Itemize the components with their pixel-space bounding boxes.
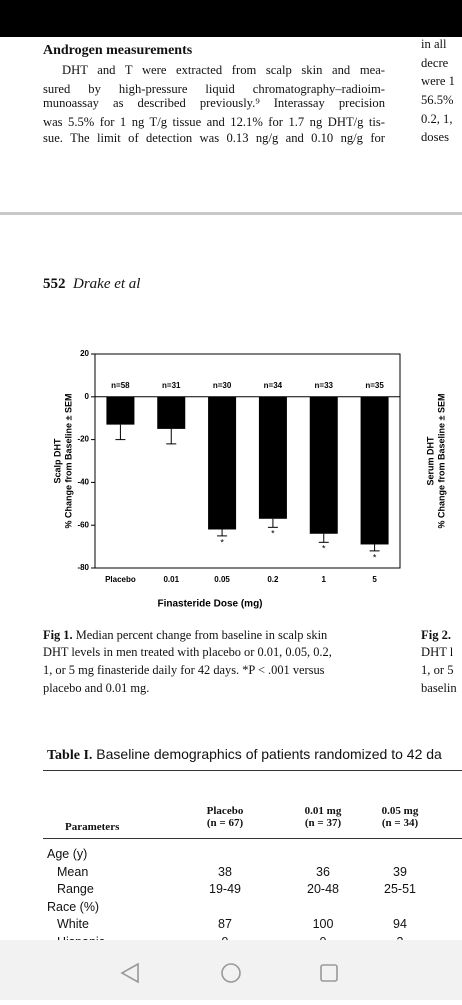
- table-cell: 39: [393, 864, 407, 879]
- caption-label: Fig 1.: [43, 628, 73, 642]
- y-axis-title: Scalp DHT: [52, 438, 62, 484]
- n-label: n=34: [264, 381, 283, 390]
- bar: [208, 396, 237, 530]
- header-line: 0.01 mg: [304, 805, 342, 817]
- next-caption: DHT l: [421, 645, 454, 659]
- running-head: Drake et al: [73, 276, 141, 292]
- header-line: (n = 37): [304, 817, 342, 829]
- paragraph-line: munoassay as described previously.⁹ Inte…: [43, 96, 385, 110]
- y-tick-label: -60: [77, 520, 89, 529]
- n-label: n=35: [365, 381, 384, 390]
- table-header: Placebo (n = 67): [195, 805, 255, 829]
- n-label: n=58: [111, 381, 130, 390]
- next-y-axis-title: % Change from Baseline ± SEM: [436, 394, 446, 529]
- table-cell: 87: [218, 917, 232, 931]
- column-fragment: 0.2, 1,: [421, 112, 453, 126]
- row-label: Mean: [57, 864, 89, 879]
- page-divider: [0, 212, 462, 215]
- significance-mark: *: [373, 552, 377, 562]
- y-tick-label: -80: [77, 563, 89, 572]
- table-title: Table I. Baseline demographics of patien…: [47, 746, 442, 764]
- home-button[interactable]: [221, 963, 241, 983]
- table-label: Table I.: [47, 748, 93, 763]
- column-fragment: decre: [421, 56, 449, 70]
- next-y-axis-title: Serum DHT: [425, 436, 435, 486]
- figure-caption: DHT levels in men treated with placebo o…: [43, 645, 332, 659]
- table-title-text: Baseline demographics of patients random…: [92, 746, 442, 762]
- x-tick-label: 0.01: [163, 575, 179, 584]
- y-tick-label: 0: [85, 392, 90, 401]
- header-line: Placebo: [206, 805, 244, 817]
- x-tick-label: 0.05: [214, 575, 230, 584]
- paragraph-line: DHT and T were extracted from scalp skin…: [62, 63, 385, 77]
- table-header: Parameters: [65, 821, 120, 833]
- y-tick-label: -20: [77, 435, 89, 444]
- y-axis-title: % Change from Baseline ± SEM: [63, 394, 73, 529]
- header-line: (n = 34): [381, 817, 419, 829]
- row-label: Age (y): [47, 847, 88, 861]
- column-fragment: 56.5%: [421, 93, 454, 107]
- x-tick-label: 0.2: [267, 575, 279, 584]
- section-heading: Androgen measurements: [43, 43, 193, 58]
- nav-bar: [0, 940, 462, 1000]
- header-line: 0.05 mg: [381, 805, 419, 817]
- header-line: (n = 67): [206, 817, 244, 829]
- n-label: n=30: [213, 381, 232, 390]
- column-fragment: in all: [421, 37, 447, 51]
- table-rule: [43, 838, 462, 839]
- significance-mark: *: [322, 544, 326, 554]
- next-caption: baselin: [421, 681, 457, 695]
- page-header: 552 Drake et al: [43, 276, 140, 293]
- n-label: n=33: [315, 381, 334, 390]
- next-caption-label: Fig 2.: [421, 628, 452, 642]
- column-fragment: doses: [421, 130, 449, 144]
- table-cell: 25-51: [384, 882, 416, 896]
- plot-frame: [94, 353, 401, 569]
- figure-caption: Fig 1. Median percent change from baseli…: [43, 628, 327, 643]
- figure-caption: placebo and 0.01 mg.: [43, 681, 150, 695]
- row-label: White: [57, 917, 89, 931]
- y-tick-label: -40: [77, 478, 89, 487]
- nav-icons: [120, 962, 338, 984]
- bar: [106, 396, 135, 425]
- table-cell: 36: [316, 864, 330, 879]
- row-label: Range: [57, 882, 94, 896]
- table-header: 0.01 mg (n = 37): [293, 805, 353, 829]
- row-label: Race (%): [47, 899, 100, 914]
- column-fragment: were 1: [421, 74, 455, 88]
- x-tick-label: Placebo: [105, 575, 136, 584]
- significance-mark: *: [271, 529, 275, 539]
- bar: [309, 396, 338, 534]
- caption-text: Median percent change from baseline in s…: [72, 628, 328, 642]
- page-number: 552: [43, 276, 66, 292]
- table-rule: [43, 770, 462, 771]
- table-cell: 20-48: [307, 882, 339, 896]
- recents-button[interactable]: [320, 964, 338, 982]
- chart: Finasteride Dose (mg) Scalp DHT % Change…: [52, 349, 446, 610]
- table-header: 0.05 mg (n = 34): [370, 805, 430, 829]
- significance-mark: *: [220, 537, 224, 547]
- x-tick-label: 1: [322, 575, 327, 584]
- figure-caption: 1, or 5 mg finasteride daily for 42 days…: [43, 663, 325, 677]
- table-cell: 38: [218, 864, 232, 879]
- bar: [360, 396, 389, 545]
- status-bar: [0, 0, 462, 37]
- table-cell: 19-49: [209, 882, 241, 896]
- paragraph-line: sured by high-pressure liquid chromatogr…: [43, 82, 385, 96]
- x-axis-title: Finasteride Dose (mg): [157, 599, 262, 610]
- y-tick-label: 20: [80, 349, 89, 358]
- table-cell: 100: [312, 917, 334, 931]
- paragraph-line: sue. The limit of detection was 0.13 ng/…: [43, 131, 385, 145]
- next-caption: 1, or 5: [421, 663, 454, 677]
- table-cell: 94: [393, 917, 407, 931]
- x-tick-label: 5: [372, 575, 377, 584]
- back-button[interactable]: [120, 962, 139, 984]
- bar: [258, 396, 287, 519]
- bar: [157, 396, 186, 429]
- n-label: n=31: [162, 381, 181, 390]
- paragraph-line: was 5.5% for 1 ng T/g tissue and 12.1% f…: [43, 115, 385, 129]
